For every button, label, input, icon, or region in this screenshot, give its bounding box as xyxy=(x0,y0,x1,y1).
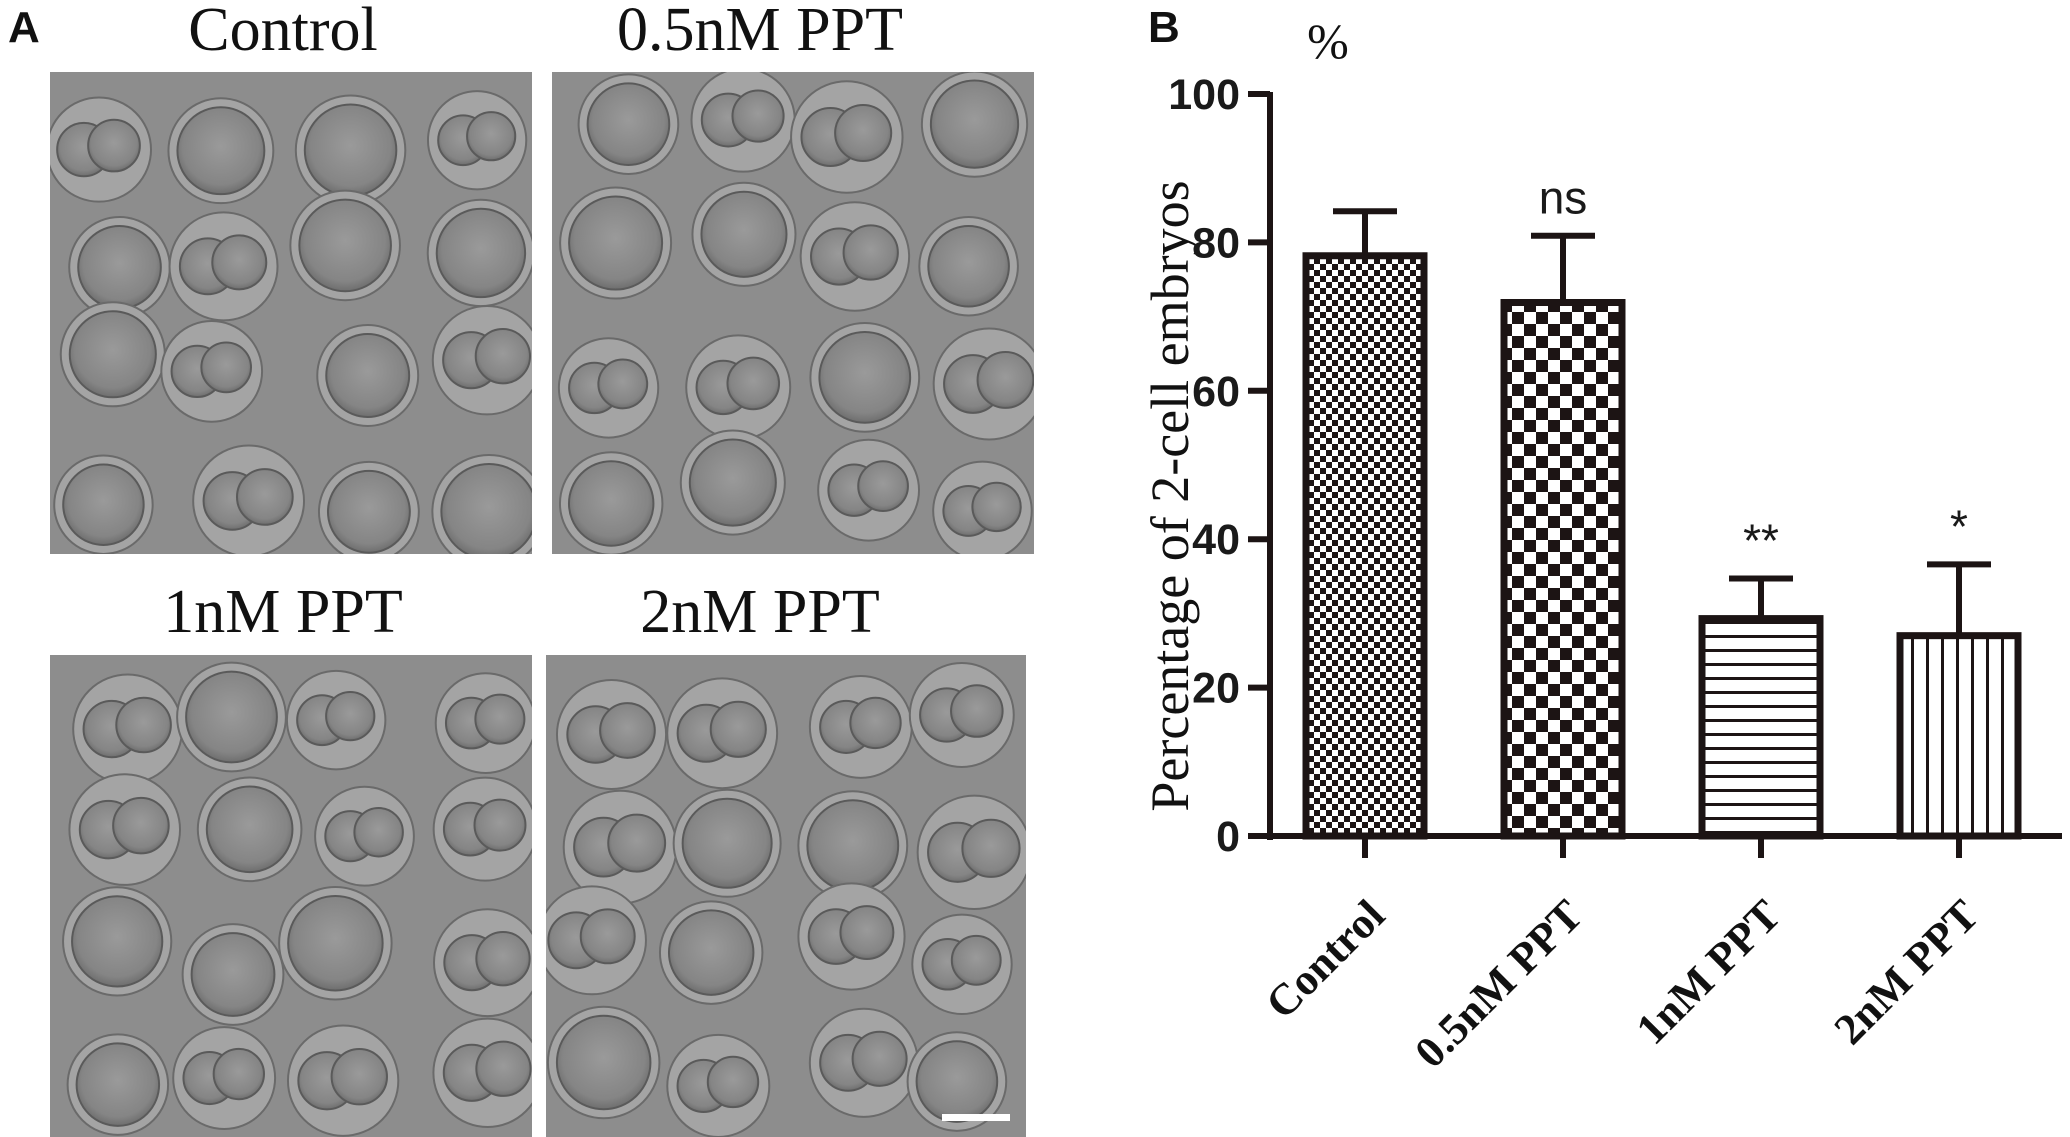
y-tick-label: 100 xyxy=(1168,71,1240,119)
embryo-blastomere xyxy=(474,328,532,385)
embryo-cell xyxy=(62,463,145,546)
image-title-0-5nm: 0.5nM PPT xyxy=(617,0,903,64)
embryo-cell xyxy=(77,225,162,310)
x-tick-label-2: 1nM PPT xyxy=(1627,890,1790,1053)
embryo-blastomere xyxy=(731,89,785,143)
y-axis-label: Percentage of 2-cell embryos xyxy=(1140,180,1200,811)
embryo-blastomere xyxy=(961,818,1021,878)
embryo-blastomere xyxy=(599,702,656,759)
scale-bar xyxy=(942,1114,1010,1121)
embryo-cell xyxy=(325,333,411,418)
embryo-cell xyxy=(185,670,278,764)
y-tick-label: 0 xyxy=(1216,813,1240,861)
micrograph-2nm-ppt xyxy=(546,655,1026,1137)
y-tick-label: 80 xyxy=(1192,219,1240,267)
embryo-cell xyxy=(326,469,411,554)
bar-1 xyxy=(1500,299,1626,840)
embryo-blastomere xyxy=(607,813,667,873)
embryo-blastomere xyxy=(115,696,172,754)
x-tick-label-3: 2nM PPT xyxy=(1825,890,1988,1053)
embryo-cell xyxy=(929,79,1020,169)
embryo-cell xyxy=(568,195,664,291)
embryo-cell xyxy=(555,1014,652,1111)
embryo-blastomere xyxy=(212,1047,265,1101)
y-tick-label: 40 xyxy=(1192,516,1240,564)
significance-label-3: * xyxy=(1950,500,1968,552)
micrograph-0-5nm-ppt xyxy=(552,72,1034,554)
embryo-cell xyxy=(303,103,398,198)
embryo-cell xyxy=(190,932,276,1017)
embryo-cell xyxy=(567,460,655,547)
image-title-control: Control xyxy=(188,0,377,64)
embryo-cell xyxy=(440,463,532,554)
embryo-blastomere xyxy=(597,358,649,410)
embryo-cell xyxy=(176,106,266,196)
embryo-blastomere xyxy=(353,806,404,858)
embryo-blastomere xyxy=(857,460,909,513)
embryo-cell xyxy=(818,331,912,424)
micrograph-1nm-ppt xyxy=(50,655,532,1137)
embryo-blastomere xyxy=(325,690,376,742)
embryo-cell xyxy=(75,1042,161,1127)
embryo-blastomere xyxy=(842,224,899,281)
embryo-cell xyxy=(806,799,900,893)
embryo-blastomere xyxy=(87,118,141,173)
embryo-blastomere xyxy=(971,481,1022,533)
embryo-blastomere xyxy=(200,341,253,394)
embryo-blastomere xyxy=(706,1055,760,1109)
embryo-blastomere xyxy=(579,908,636,965)
embryo-cell xyxy=(688,438,777,527)
embryo-blastomere xyxy=(950,934,1002,986)
embryo-cell xyxy=(681,797,773,889)
embryo-blastomere xyxy=(950,684,1004,738)
embryo-blastomere xyxy=(851,1030,908,1087)
embryo-blastomere xyxy=(475,1040,532,1097)
embryo-blastomere xyxy=(976,351,1034,409)
embryo-blastomere xyxy=(473,798,527,852)
image-title-1nm: 1nM PPT xyxy=(163,578,402,646)
embryo-blastomere xyxy=(834,103,893,163)
bar-0 xyxy=(1302,252,1428,840)
embryo-blastomere xyxy=(466,111,517,162)
panel-a: A Control 0.5nM PPT 1nM PPT 2nM PPT xyxy=(8,0,1034,1137)
embryo-cell xyxy=(915,1040,999,1123)
panel-b: B % Percentage of 2-cell embryos 0 20 40 60… xyxy=(1140,3,2062,1077)
embryo-blastomere xyxy=(211,234,268,291)
embryo-cell xyxy=(68,310,157,399)
embryo-cell xyxy=(927,224,1010,308)
bar-chart: 0 20 40 60 80 100 Control ns 0.5nM PPT ** 1nM PPT *… xyxy=(1168,71,2062,1077)
embryo-blastomere xyxy=(235,468,294,526)
embryo-cell xyxy=(287,894,384,992)
embryo-cell xyxy=(435,207,527,299)
micrograph-control xyxy=(50,72,532,554)
embryo-blastomere xyxy=(330,1048,388,1106)
embryo-cell xyxy=(586,82,671,166)
significance-label-2: ** xyxy=(1743,515,1779,567)
y-tick-label: 20 xyxy=(1192,665,1240,713)
embryo-blastomere xyxy=(474,693,526,745)
embryo-cell xyxy=(205,785,294,874)
bar-3 xyxy=(1896,632,2022,840)
y-axis-unit: % xyxy=(1307,13,1349,69)
embryo-cell xyxy=(71,895,164,988)
embryo-blastomere xyxy=(475,930,531,987)
y-tick-label: 60 xyxy=(1192,368,1240,416)
embryo-cell xyxy=(667,909,755,996)
panel-b-letter: B xyxy=(1148,3,1180,52)
embryo-blastomere xyxy=(849,696,902,750)
embryo-cell xyxy=(298,198,392,293)
embryo-blastomere xyxy=(839,905,895,961)
bar-2 xyxy=(1698,615,1824,840)
significance-label-1: ns xyxy=(1539,172,1588,224)
image-title-2nm: 2nM PPT xyxy=(640,578,879,646)
x-tick-label-1: 0.5nM PPT xyxy=(1405,890,1592,1077)
embryo-blastomere xyxy=(112,796,170,855)
embryo-blastomere xyxy=(726,356,781,411)
embryo-blastomere xyxy=(709,700,767,758)
embryo-cell xyxy=(700,190,788,278)
x-tick-label-0: Control xyxy=(1256,890,1394,1028)
panel-a-letter: A xyxy=(8,3,40,52)
